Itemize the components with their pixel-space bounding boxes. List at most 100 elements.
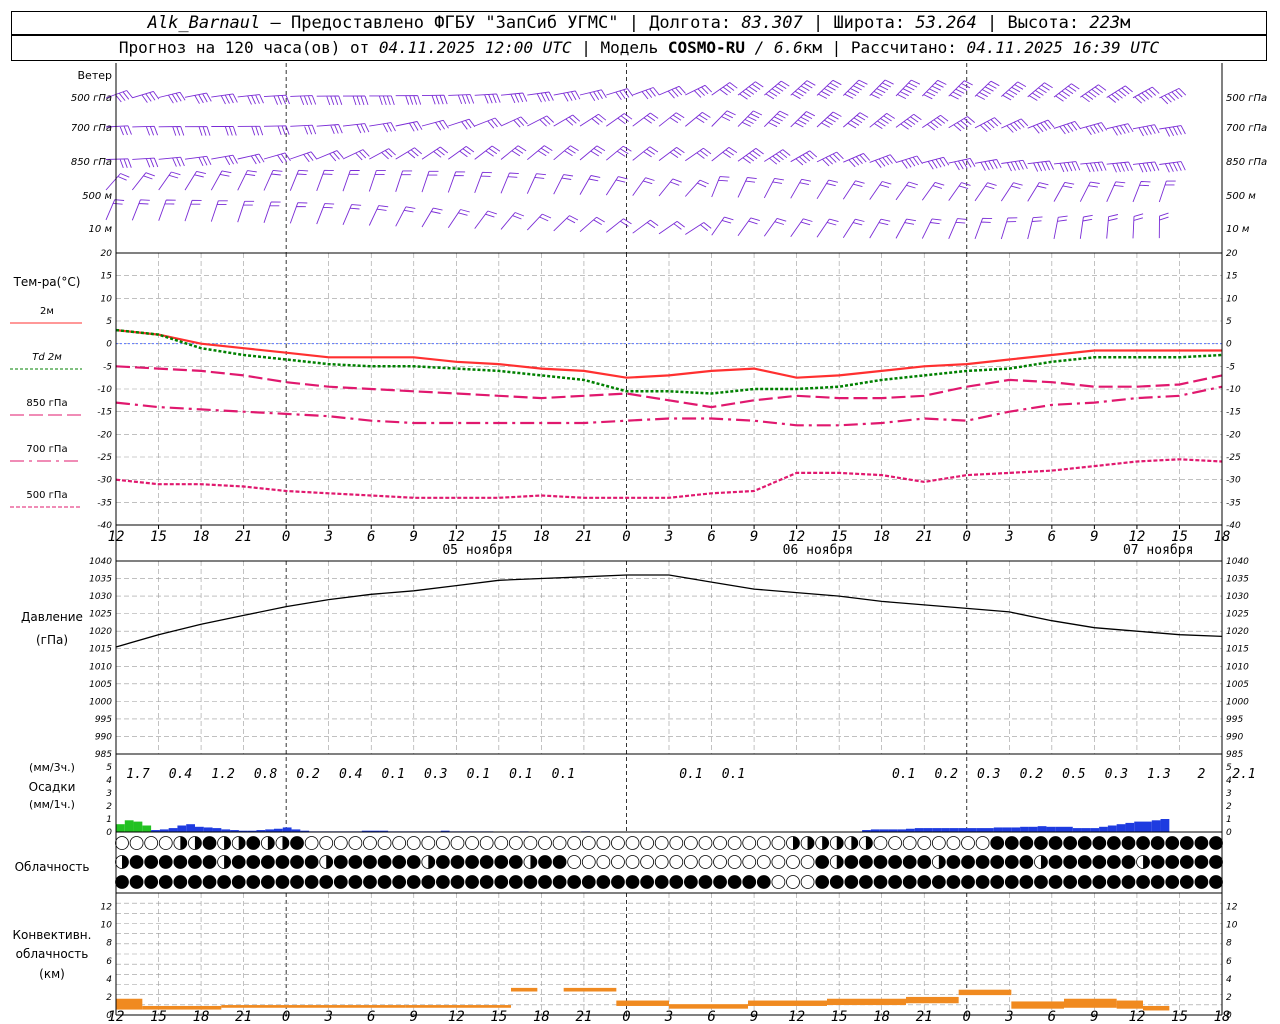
wind-barb (842, 180, 865, 200)
cloud-cover-circle (888, 836, 902, 850)
conv-bar (142, 1005, 222, 1010)
cloud-cover-fill (1136, 875, 1150, 889)
cloud-cover-fill (450, 855, 464, 869)
cloud-cover-circle (873, 836, 888, 850)
wind-barb (869, 154, 897, 168)
cloud-cover-fill (917, 855, 931, 869)
wind-barb (1053, 181, 1075, 202)
pressure-panel (115, 574, 1223, 648)
cloud-cover-fill (713, 875, 727, 889)
pressure-tick-label: 1040 (1226, 557, 1249, 567)
wind-barb (921, 181, 945, 201)
longitude-value: 83.307 (741, 13, 803, 33)
cloud-cover-fill (232, 875, 246, 889)
cloud-cover-circle (640, 836, 655, 850)
temp-series-line (115, 365, 1223, 409)
wind-barb (527, 145, 553, 161)
cloud-cover-fill (1121, 875, 1135, 889)
wind-level-label: 10 м (89, 224, 113, 235)
cloud-cover-fill (203, 836, 217, 850)
precip-tick-label: 3 (1226, 789, 1232, 799)
cloud-cover-fill (640, 875, 654, 889)
hour-tick-label: 21 (235, 529, 252, 545)
conv-tick-label: 12 (101, 903, 113, 913)
hour-tick-label: 15 (831, 1009, 848, 1024)
precip-bar-snow (879, 829, 889, 832)
wind-barb (922, 114, 949, 131)
precip-unit-3h: (мм/3ч.) (29, 761, 75, 774)
precip-bar-snow (1116, 824, 1126, 832)
hour-tick-label: 12 (108, 1009, 125, 1024)
conv-tick-label: 2 (106, 993, 112, 1003)
cloud-cover-fill (173, 875, 187, 889)
precip-bar-snow (993, 827, 1003, 832)
cloud-cover-fill (822, 836, 829, 850)
wind-barb (368, 205, 389, 226)
cloud-cover-fill (115, 875, 129, 889)
wind-barb (474, 93, 501, 104)
temp-tick-label: 15 (101, 272, 113, 282)
cloud-cover-fill (742, 875, 756, 889)
cloud-cover-circle (625, 836, 640, 850)
wind-barb (421, 207, 443, 228)
cloud-cover-fill (1078, 836, 1092, 850)
model-resolution: / 6.6 (744, 38, 803, 57)
wind-barb (395, 147, 422, 160)
cloud-cover-circle (742, 836, 757, 850)
wind-barb (1027, 160, 1055, 172)
wind-barb (1053, 161, 1081, 173)
wind-barb (132, 90, 160, 103)
cloud-cover-fill (553, 855, 567, 869)
hour-tick-label: 18 (533, 529, 550, 545)
cloud-cover-fill (582, 875, 596, 889)
wind-barb (606, 113, 633, 127)
cloud-cover-fill (553, 875, 567, 889)
cloud-cover-fill (436, 855, 450, 869)
pressure-tick-label: 985 (1226, 750, 1243, 760)
conv-bar (1064, 998, 1117, 1008)
precip-bar-snow (976, 828, 985, 832)
precip-3h-total: 0.4 (169, 767, 192, 782)
pressure-tick-label: 1015 (1226, 645, 1249, 655)
cloud-panel (115, 836, 1223, 889)
wind-barb (895, 181, 918, 201)
wind-barb (895, 113, 922, 130)
wind-barb (1079, 214, 1093, 239)
temp-tick-label: -30 (1226, 476, 1241, 486)
precip-3h-total: 0.3 (1105, 767, 1128, 782)
cloud-cover-fill (1063, 875, 1077, 889)
wind-barb (895, 218, 916, 239)
temp-tick-label: -35 (97, 498, 112, 508)
wind-barb (658, 112, 685, 127)
cloud-cover-circle (567, 836, 582, 850)
pressure-tick-label: 1035 (1226, 575, 1249, 585)
hour-tick-label: 6 (367, 1009, 375, 1024)
hour-tick-label: 0 (282, 529, 290, 545)
wind-barb (764, 149, 791, 165)
cloud-cover-fill (655, 875, 669, 889)
conv-bar (616, 1000, 669, 1006)
hour-tick-label: 9 (750, 529, 758, 545)
cloud-cover-circle (771, 836, 786, 850)
cloud-cover-circle (144, 836, 159, 850)
hour-tick-label: 18 (193, 529, 210, 545)
cloud-cover-fill (122, 855, 129, 869)
precip-bar-snow (897, 829, 906, 832)
precip-bar-snow (1002, 827, 1012, 832)
hour-tick-label: 12 (1128, 529, 1145, 545)
cloud-cover-fill (938, 855, 946, 869)
cloud-cover-fill (1151, 836, 1165, 850)
cloud-cover-circle (771, 875, 786, 889)
wind-barb (1000, 217, 1018, 240)
temp-tick-label: 5 (1226, 317, 1232, 327)
wind-barb (658, 147, 685, 161)
wind-barb (184, 170, 207, 191)
cloud-cover-fill (1151, 855, 1165, 869)
wind-barb (1106, 214, 1119, 239)
wind-barb (1027, 182, 1049, 202)
latitude-value: 53.264 (915, 13, 977, 33)
hour-tick-label: 18 (873, 1009, 890, 1024)
temp-tick-label: -10 (97, 385, 112, 395)
cloud-cover-fill (180, 836, 187, 850)
